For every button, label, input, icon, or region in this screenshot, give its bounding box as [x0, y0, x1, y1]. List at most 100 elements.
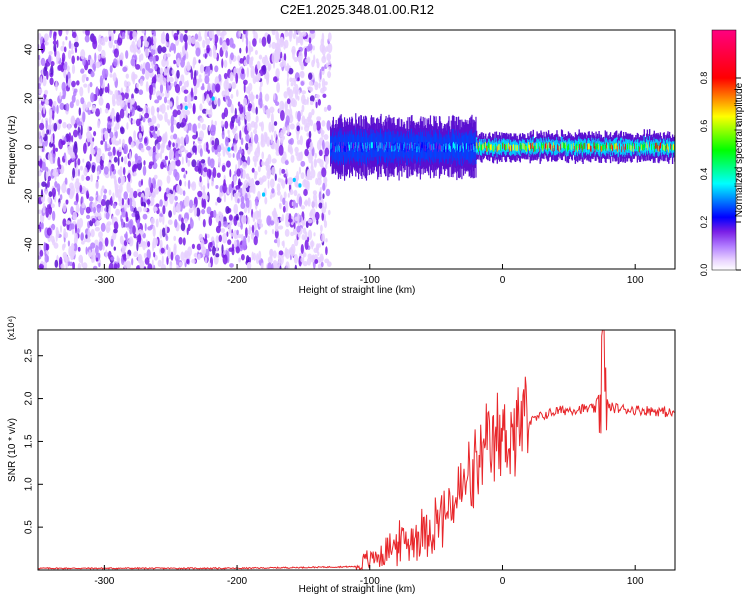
heatmap-cell	[610, 143, 613, 149]
heatmap-cell	[529, 144, 531, 151]
heatmap-cell	[505, 144, 508, 151]
heatmap-cell	[226, 160, 231, 168]
heatmap-cell	[139, 260, 145, 269]
heatmap-cell	[62, 202, 67, 213]
heatmap-cell	[60, 45, 65, 52]
heatmap-cell	[261, 56, 267, 65]
heatmap-cell	[38, 138, 42, 150]
heatmap-cell	[442, 145, 444, 152]
heatmap-cell	[197, 122, 201, 129]
heatmap-cell	[263, 107, 266, 114]
heatmap-cell	[470, 144, 472, 151]
heatmap-cell	[145, 81, 149, 92]
heatmap-cell	[423, 144, 425, 151]
heatmap-cell	[107, 151, 113, 157]
heatmap-cell	[85, 206, 91, 214]
heatmap-cell	[623, 144, 626, 151]
heatmap-cell	[166, 82, 169, 94]
heatmap-cell	[152, 55, 156, 66]
heatmap-cell	[146, 199, 151, 205]
heatmap-cell	[615, 143, 617, 150]
heatmap-cell	[450, 146, 452, 153]
heatmap-cell	[181, 147, 186, 152]
heatmap-cell	[302, 98, 308, 106]
heatmap-cell	[313, 232, 316, 237]
heatmap-cell	[220, 228, 226, 233]
heatmap-cell	[577, 142, 580, 148]
heatmap-cell	[160, 264, 166, 269]
heatmap-cell	[94, 212, 99, 217]
heatmap-cell	[170, 114, 175, 126]
heatmap-cell	[168, 210, 173, 218]
heatmap-cell	[90, 70, 95, 78]
heatmap-cell	[393, 144, 395, 150]
heatmap-cell	[160, 161, 165, 169]
heatmap-cell	[50, 61, 55, 67]
heatmap-cell	[171, 30, 174, 37]
heatmap-cell	[162, 214, 165, 225]
heatmap-cell	[69, 101, 74, 109]
heatmap-cell	[235, 213, 239, 221]
heatmap-cell	[219, 37, 223, 46]
heatmap-cell	[185, 134, 189, 145]
heatmap-cell	[322, 182, 326, 192]
heatmap-cell	[316, 177, 322, 186]
heatmap-cell	[166, 165, 170, 172]
heatmap-cell	[221, 31, 225, 40]
heatmap-cell	[117, 263, 120, 269]
heatmap-cell	[289, 31, 292, 42]
heatmap-cell	[358, 145, 360, 152]
heatmap-cell	[193, 85, 198, 96]
heatmap-cell	[54, 259, 59, 268]
heatmap-cell	[297, 77, 300, 82]
heatmap-cell	[432, 146, 434, 153]
heatmap-cell	[222, 146, 226, 157]
heatmap-cell	[464, 143, 466, 150]
heatmap-cell	[175, 142, 178, 149]
heatmap-cell	[481, 144, 483, 151]
heatmap-cell	[379, 142, 382, 148]
heatmap-cell	[183, 89, 189, 94]
heatmap-cell	[452, 142, 455, 149]
y-tick-label: 2.5	[24, 348, 35, 362]
heatmap-cell	[606, 144, 609, 151]
heatmap-cell	[604, 143, 606, 150]
heatmap-cell	[148, 122, 154, 127]
heatmap-cell	[149, 56, 154, 62]
heatmap-cell	[245, 86, 251, 94]
heatmap-cell	[153, 30, 156, 38]
heatmap-cell	[40, 223, 43, 228]
heatmap-cell	[71, 80, 76, 88]
heatmap-cell	[52, 110, 55, 121]
heatmap-cell	[151, 36, 154, 45]
heatmap-cell	[473, 146, 475, 153]
heatmap-cell	[218, 212, 223, 217]
heatmap-cell	[133, 130, 137, 141]
heatmap-cell	[82, 262, 88, 269]
heatmap-cell	[38, 224, 41, 229]
heatmap-cell	[100, 162, 104, 170]
heatmap-cell	[217, 144, 222, 153]
colorbar-ticks: 0.00.20.40.60.8	[699, 72, 741, 276]
heatmap-cell	[252, 75, 257, 84]
heatmap-cell	[368, 145, 370, 152]
heatmap-cell	[468, 145, 470, 152]
colorbar-tick-label: 0.8	[699, 72, 709, 85]
heatmap-cell	[193, 123, 196, 133]
heatmap-cell	[403, 144, 405, 150]
heatmap-cell	[53, 100, 57, 107]
heatmap-cell	[118, 183, 123, 194]
heatmap-cell	[273, 130, 277, 139]
heatmap-cell	[80, 125, 83, 136]
heatmap-cell	[159, 239, 163, 250]
heatmap-cell	[270, 112, 274, 124]
heatmap-cell	[112, 72, 117, 82]
heatmap-cell	[94, 226, 100, 232]
heatmap-cell	[135, 227, 139, 238]
heatmap-cell	[614, 143, 616, 150]
heatmap-cell	[508, 146, 511, 153]
heatmap-cell	[422, 142, 424, 149]
heatmap-cell	[507, 142, 509, 149]
heatmap-cell	[222, 232, 228, 244]
heatmap-cell	[621, 146, 623, 153]
